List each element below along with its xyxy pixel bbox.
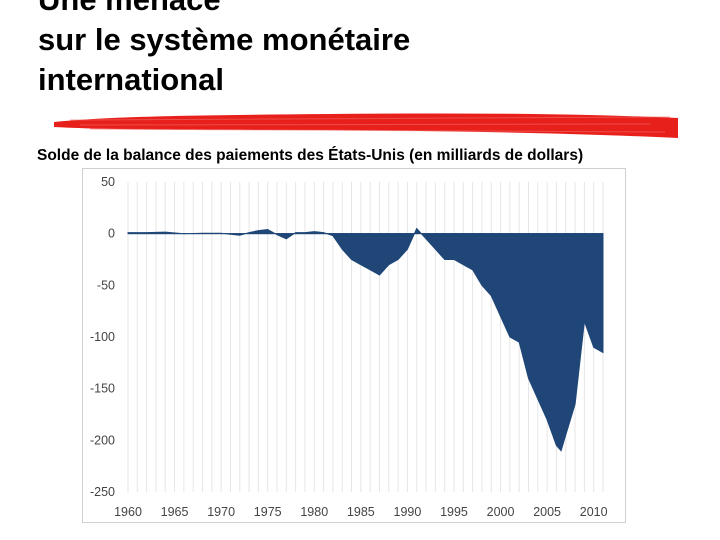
x-tick-label: 1975 (254, 505, 282, 519)
chart-frame: 50 0 -50 -100 -150 -200 -250 1960 1965 1970 1975 1… (82, 168, 626, 523)
y-tick-label: -250 (90, 485, 115, 499)
slide-title-line-3: international (38, 62, 225, 97)
balance-area-series (127, 227, 604, 452)
chart-caption: Solde de la balance des paiements des Ét… (37, 147, 584, 164)
slide-title: Une menace sur le système monétaire inte… (38, 0, 410, 100)
red-brush-stroke-texture (69, 116, 671, 133)
x-tick-label: 2010 (580, 505, 608, 519)
y-tick-label: 0 (108, 227, 115, 241)
x-tick-label: 1990 (394, 505, 422, 519)
slide-title-line-1: Une menace (38, 0, 410, 20)
x-tick-label: 1980 (300, 505, 328, 519)
x-tick-label: 2005 (533, 505, 561, 519)
x-tick-label: 1965 (161, 505, 189, 519)
red-brush-stroke (54, 113, 678, 138)
y-tick-label: -200 (90, 433, 115, 447)
y-tick-label: -100 (90, 330, 115, 344)
x-tick-label: 2000 (487, 505, 515, 519)
x-axis-tick-labels: 1960 1965 1970 1975 1980 1985 1990 1995 2000 2005… (114, 505, 608, 519)
x-tick-label: 1960 (114, 505, 142, 519)
x-tick-label: 1995 (440, 505, 468, 519)
y-tick-label: 50 (101, 175, 115, 189)
y-tick-label: -50 (97, 278, 115, 292)
balance-of-payments-chart: 500-50-100-150-200-250 1960 1965 1970 1975 1… (90, 175, 608, 519)
y-axis-tick-labels: 50 0 -50 -100 -150 -200 -250 (90, 175, 115, 499)
slide-title-line-2: sur le système monétaire (38, 22, 411, 57)
y-tick-label: -150 (90, 382, 115, 396)
x-tick-label: 1970 (207, 505, 235, 519)
x-tick-label: 1985 (347, 505, 375, 519)
